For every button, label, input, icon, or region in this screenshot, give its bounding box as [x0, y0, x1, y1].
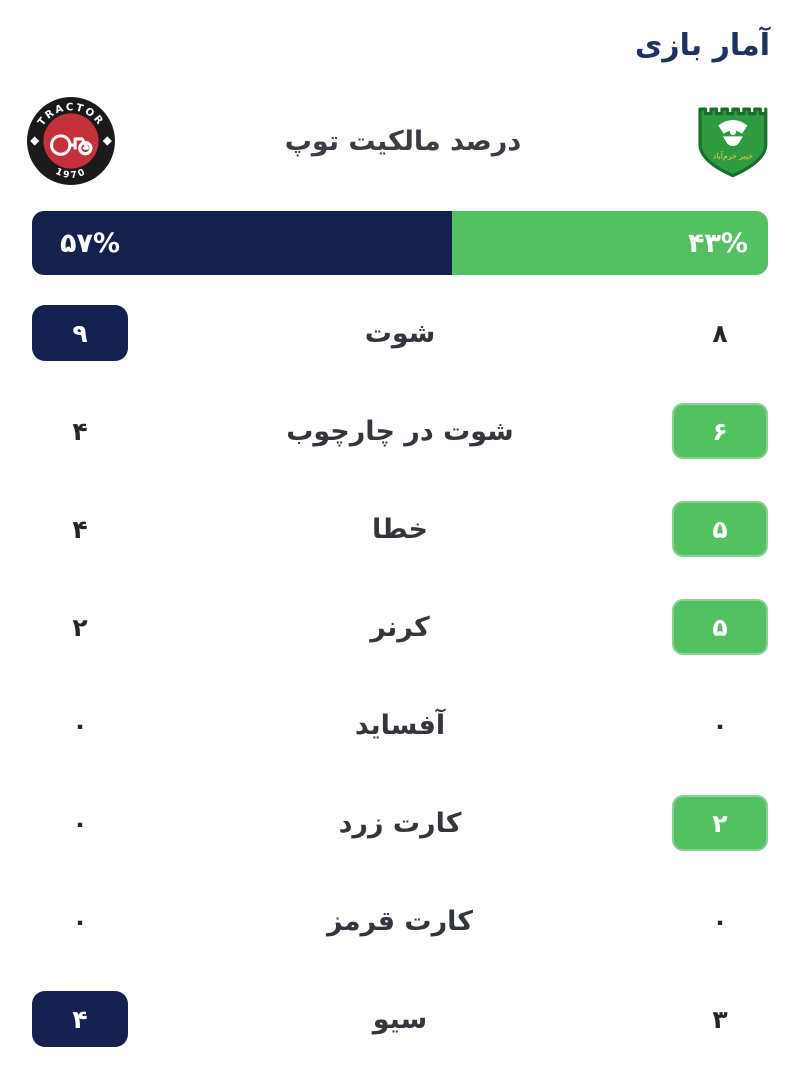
home-team-logo: TRACTOR 1970: [26, 96, 116, 186]
stat-away-value: ۲: [672, 795, 768, 851]
stat-row-red-cards: ۰ کارت قرمز ۰: [32, 893, 768, 949]
stat-away-value: ۵: [672, 599, 768, 655]
khaibar-logo-text: خیبر خرم‌آباد: [713, 150, 753, 160]
stat-home-value: ۴: [72, 416, 88, 446]
possession-away-value: ۴۳%: [687, 227, 748, 259]
stat-home-value: ۴: [72, 514, 88, 544]
possession-away-segment: ۴۳%: [451, 211, 768, 275]
stat-label: شوت: [364, 317, 436, 349]
stat-row-corners: ۲ کرنر ۵: [32, 599, 768, 655]
stat-label: سیو: [372, 1003, 428, 1035]
stat-row-yellow-cards: ۰ کارت زرد ۲: [32, 795, 768, 851]
stat-away-value: ۸: [712, 318, 728, 348]
away-team-logo: خیبر خرم‌آباد: [690, 97, 774, 185]
tractor-club-badge-icon: TRACTOR 1970: [27, 97, 115, 185]
stat-label: شوت در چارچوب: [286, 415, 514, 447]
stat-home-value: ۰: [72, 710, 88, 740]
page-title: آمار بازی: [634, 28, 770, 63]
stat-away-value: ۰: [712, 710, 728, 740]
svg-text:1970: 1970: [54, 166, 89, 181]
stat-home-value: ۰: [72, 808, 88, 838]
stat-home-value: ۲: [72, 612, 88, 642]
stat-row-shots-on-target: ۴ شوت در چارچوب ۶: [32, 403, 768, 459]
possession-home-value: ۵۷%: [60, 227, 121, 259]
stat-home-value: ۹: [32, 305, 128, 361]
stat-label: خطا: [372, 513, 428, 545]
stat-label: کارت زرد: [338, 807, 462, 839]
stat-away-value: ۵: [672, 501, 768, 557]
possession-bar: ۵۷% ۴۳%: [32, 211, 768, 275]
stat-row-shots: ۹ شوت ۸: [32, 305, 768, 361]
stat-row-offsides: ۰ آفساید ۰: [32, 697, 768, 753]
possession-label: درصد مالکیت توپ: [284, 125, 522, 157]
stat-home-value: ۴: [32, 991, 128, 1047]
stat-row-saves: ۴ سیو ۳: [32, 991, 768, 1047]
stat-away-value: ۳: [712, 1004, 728, 1034]
tractor-logo-bottom-text: 1970: [54, 166, 87, 181]
stats-list: ۹ شوت ۸ ۴ شوت در چارچوب ۶ ۴ خطا ۵ ۲ کرنر…: [0, 305, 800, 1047]
possession-header: TRACTOR 1970 درصد مالکیت توپ: [0, 95, 800, 187]
khaibar-khorramabad-badge-icon: خیبر خرم‌آباد: [698, 107, 768, 178]
stat-label: کارت قرمز: [327, 905, 473, 937]
stat-home-value: ۰: [72, 906, 88, 936]
stat-away-value: ۰: [712, 906, 728, 936]
stat-row-fouls: ۴ خطا ۵: [32, 501, 768, 557]
stat-away-value: ۶: [672, 403, 768, 459]
stat-label: آفساید: [354, 709, 446, 741]
stat-label: کرنر: [370, 611, 430, 643]
possession-home-segment: ۵۷%: [32, 211, 452, 275]
